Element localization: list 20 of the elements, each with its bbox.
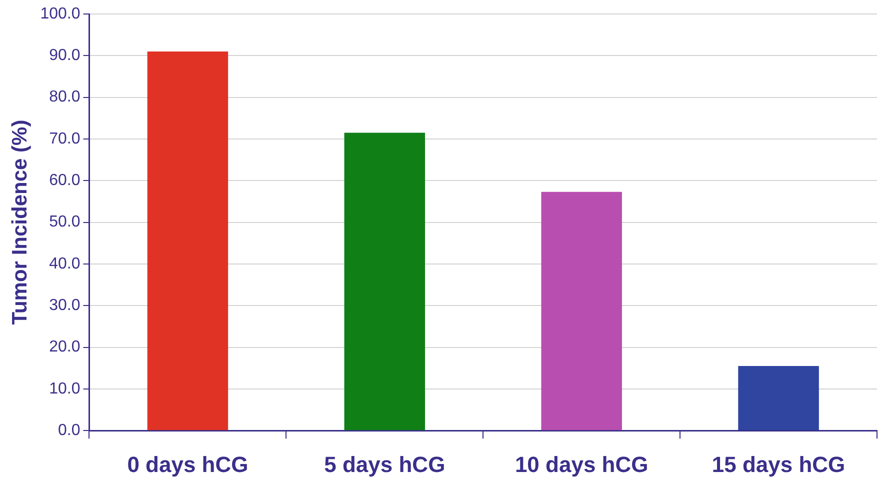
y-tick-label: 30.0 [49, 297, 80, 314]
bar [738, 366, 819, 430]
x-tick-label: 15 days hCG [712, 452, 846, 477]
bar [344, 132, 426, 430]
y-tick-label: 0.0 [58, 422, 80, 440]
x-tick-label: 5 days hCG [324, 452, 446, 477]
x-tick-label: 10 days hCG [514, 452, 648, 477]
y-tick-label: 60.0 [49, 172, 80, 190]
y-tick-label: 50.0 [49, 214, 80, 231]
y-tick-label: 40.0 [49, 255, 80, 272]
y-tick-label: 100.0 [40, 5, 80, 22]
y-tick-label: 20.0 [49, 338, 80, 356]
y-axis-title: Tumor Incidence (%) [8, 120, 32, 325]
bar [541, 192, 622, 430]
x-tick-label: 0 days hCG [127, 452, 248, 477]
bar [147, 51, 228, 430]
y-tick-label: 80.0 [49, 88, 80, 106]
y-tick-label: 90.0 [49, 47, 80, 64]
y-tick-label: 70.0 [49, 130, 80, 148]
y-tick-label: 10.0 [49, 380, 80, 398]
